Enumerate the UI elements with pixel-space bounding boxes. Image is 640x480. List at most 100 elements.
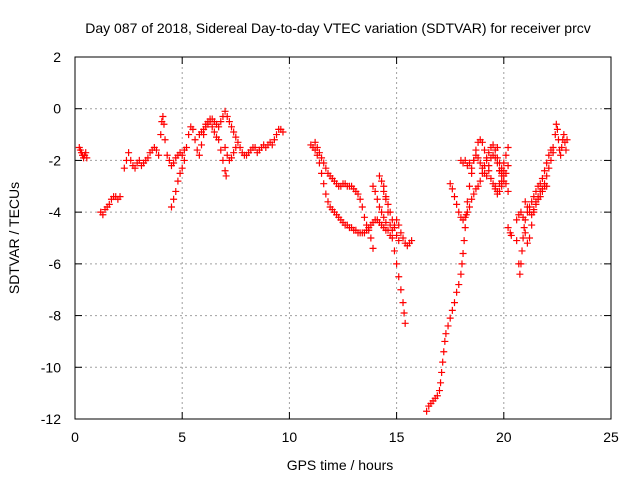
data-point <box>493 144 501 151</box>
data-point <box>197 141 205 149</box>
data-point <box>223 151 231 159</box>
data-point <box>500 159 508 167</box>
data-point <box>217 146 225 154</box>
data-point <box>552 120 560 128</box>
data-point <box>543 172 551 180</box>
data-point <box>536 193 544 201</box>
data-point <box>549 149 557 157</box>
data-point <box>313 144 321 151</box>
data-point <box>517 260 525 268</box>
data-point <box>363 221 371 229</box>
y-tick-label: -4 <box>49 204 62 220</box>
data-point <box>468 195 476 203</box>
data-point <box>178 164 186 172</box>
data-point <box>279 128 287 136</box>
data-point <box>502 151 510 159</box>
data-point <box>463 208 471 216</box>
data-point <box>463 198 471 206</box>
data-point <box>538 175 546 183</box>
data-point <box>455 281 463 289</box>
data-point <box>553 125 561 133</box>
data-point <box>448 185 456 193</box>
data-point <box>478 138 486 146</box>
data-point <box>504 224 512 232</box>
data-point <box>562 146 570 154</box>
data-point <box>395 273 403 281</box>
data-point <box>170 159 178 167</box>
data-points <box>75 107 571 415</box>
data-point <box>221 144 229 151</box>
data-point <box>435 387 443 395</box>
data-point <box>485 162 493 170</box>
x-axis-label: GPS time / hours <box>287 457 394 473</box>
data-point <box>210 128 218 136</box>
data-point <box>320 159 328 167</box>
data-point <box>507 231 515 239</box>
data-point <box>465 203 473 211</box>
data-point <box>521 198 529 206</box>
data-point <box>174 177 182 185</box>
data-point <box>545 151 553 159</box>
data-point <box>105 200 113 208</box>
data-point <box>228 154 236 162</box>
data-point <box>468 164 476 172</box>
data-point <box>120 164 128 172</box>
data-point <box>388 234 396 242</box>
data-point <box>135 156 143 164</box>
data-point <box>563 136 571 144</box>
data-point <box>182 144 190 151</box>
data-point <box>493 159 501 167</box>
data-point <box>470 190 478 198</box>
data-point <box>399 299 407 307</box>
data-point <box>545 164 553 172</box>
data-point <box>365 226 373 234</box>
data-point <box>386 221 394 229</box>
data-point <box>356 195 364 203</box>
data-point <box>172 187 180 195</box>
data-point <box>251 144 259 151</box>
data-point <box>437 379 445 387</box>
data-point <box>444 322 452 330</box>
data-point <box>320 180 328 188</box>
data-point <box>195 151 203 159</box>
data-point <box>378 208 386 216</box>
data-point <box>163 151 171 159</box>
data-point <box>478 164 486 172</box>
data-point <box>483 172 491 180</box>
data-point <box>230 149 238 157</box>
data-point <box>453 288 461 296</box>
y-tick-label: -2 <box>49 152 62 168</box>
data-point <box>487 175 495 183</box>
x-axis-ticks: 0 5 10 15 20 25 <box>71 57 619 445</box>
data-point <box>230 128 238 136</box>
data-point <box>455 208 463 216</box>
data-point <box>461 213 469 221</box>
data-point <box>155 151 163 159</box>
data-point <box>520 224 528 232</box>
data-point <box>369 182 377 190</box>
chart-title: Day 087 of 2018, Sidereal Day-to-day VTE… <box>85 20 591 36</box>
data-point <box>489 141 497 149</box>
data-point <box>521 229 529 237</box>
data-point <box>551 131 559 139</box>
data-point <box>442 330 450 338</box>
x-tick-label: 20 <box>496 429 512 445</box>
data-point <box>433 392 441 400</box>
data-point <box>83 154 91 162</box>
data-point <box>408 237 416 245</box>
data-point <box>373 195 381 203</box>
data-point <box>176 169 184 177</box>
data-point <box>557 151 565 159</box>
data-point <box>532 200 540 208</box>
data-point <box>152 146 160 154</box>
x-tick-label: 10 <box>282 429 298 445</box>
data-point <box>446 314 454 322</box>
data-point <box>221 167 229 175</box>
data-point <box>438 368 446 376</box>
data-point <box>485 149 493 157</box>
data-point <box>491 182 499 190</box>
data-point <box>491 154 499 162</box>
data-point <box>223 112 231 120</box>
data-point <box>519 234 527 242</box>
